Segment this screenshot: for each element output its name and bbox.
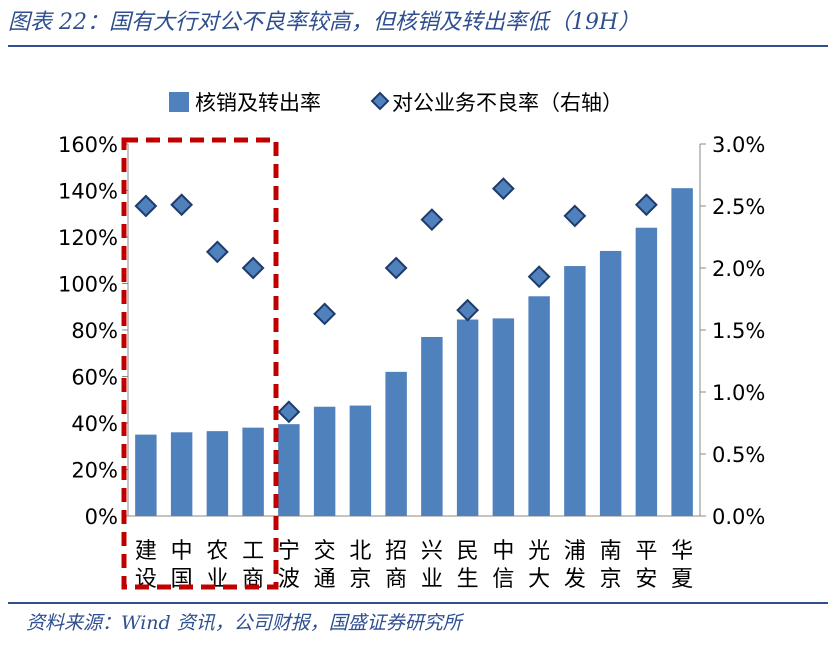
source-note: 资料来源：Wind 资讯，公司财报，国盛证券研究所 <box>26 612 462 634</box>
highlight-box <box>121 137 279 590</box>
bar-series <box>135 188 693 517</box>
x-tick-label: 宁波 <box>278 539 300 592</box>
bar <box>492 318 515 516</box>
legend-swatch-bar <box>169 92 189 112</box>
title-rule <box>8 45 828 47</box>
diamond-marker <box>134 194 158 218</box>
bar <box>564 266 586 516</box>
bar <box>170 432 193 516</box>
x-tick-label: 兴业 <box>421 539 443 592</box>
diamond-marker <box>563 204 587 228</box>
diamond-marker <box>384 256 408 280</box>
bar <box>349 405 372 516</box>
bar <box>421 336 443 516</box>
x-tick-label: 招商 <box>385 539 407 592</box>
bar <box>242 427 264 516</box>
right-tick-label: 3.0% <box>712 133 765 157</box>
marker-series <box>134 177 658 424</box>
bar <box>456 319 479 516</box>
legend-label-bar: 核销及转出率 <box>195 91 321 115</box>
diamond-marker <box>527 265 551 289</box>
legend-label-marker: 对公业务不良率（右轴） <box>392 91 623 115</box>
diamond-marker <box>456 298 480 322</box>
bar <box>135 434 157 516</box>
right-tick-label: 2.0% <box>712 257 765 281</box>
bar <box>278 424 300 516</box>
x-tick-label: 北京 <box>349 539 371 592</box>
diamond-marker <box>170 193 194 217</box>
left-tick-label: 120% <box>58 226 118 250</box>
right-tick-label: 1.5% <box>712 319 765 343</box>
x-tick-label: 平安 <box>635 539 657 592</box>
diamond-marker <box>491 177 515 201</box>
x-tick-label: 中国 <box>171 539 193 592</box>
x-tick-label: 工商 <box>242 539 264 592</box>
left-tick-label: 140% <box>58 180 118 204</box>
x-tick-label: 建设 <box>135 539 157 592</box>
legend-swatch-marker <box>370 91 390 111</box>
bar <box>671 188 693 517</box>
left-tick-label: 160% <box>58 133 118 157</box>
bar <box>635 227 658 516</box>
diamond-marker <box>205 240 229 264</box>
x-tick-label: 光大 <box>528 539 550 592</box>
x-tick-label: 民生 <box>457 539 479 592</box>
x-tick-label: 农业 <box>206 539 228 592</box>
x-tick-label: 浦发 <box>564 539 586 592</box>
left-tick-label: 80% <box>71 319 118 343</box>
bar <box>528 296 550 516</box>
source-rule <box>8 602 828 604</box>
diamond-marker <box>313 302 337 326</box>
figure-title: 图表 22：国有大行对公不良率较高，但核销及转出率低（19H） <box>8 10 641 35</box>
left-tick-label: 20% <box>71 459 118 483</box>
x-tick-label: 交通 <box>314 539 336 592</box>
left-tick-label: 60% <box>71 366 118 390</box>
diamond-marker <box>634 193 658 217</box>
chart-legend: 核销及转出率 对公业务不良率（右轴） <box>169 91 623 115</box>
bar <box>206 431 229 516</box>
bar <box>599 250 622 516</box>
bar <box>313 406 336 516</box>
x-tick-label: 南京 <box>600 539 622 592</box>
diamond-marker <box>420 208 444 232</box>
chart-axes: 0% 20% 40% 60% 80% 100% 120% 140% 160% 0.0% 0.5% 1.… <box>58 133 765 529</box>
diamond-marker <box>241 256 265 280</box>
right-tick-label: 0.0% <box>712 505 765 529</box>
right-tick-label: 0.5% <box>712 443 765 467</box>
x-tick-label: 华夏 <box>671 539 693 592</box>
bar <box>385 371 407 516</box>
bar-scatter-chart: 0% 20% 40% 60% 80% 100% 120% 140% 160% 0.0% 0.5% 1.… <box>58 91 765 592</box>
right-tick-label: 1.0% <box>712 381 765 405</box>
diamond-marker <box>277 400 301 424</box>
left-tick-label: 100% <box>58 273 118 297</box>
right-tick-label: 2.5% <box>712 195 765 219</box>
left-tick-label: 0% <box>85 505 118 529</box>
left-tick-label: 40% <box>71 412 118 436</box>
x-tick-label: 中信 <box>492 539 514 592</box>
